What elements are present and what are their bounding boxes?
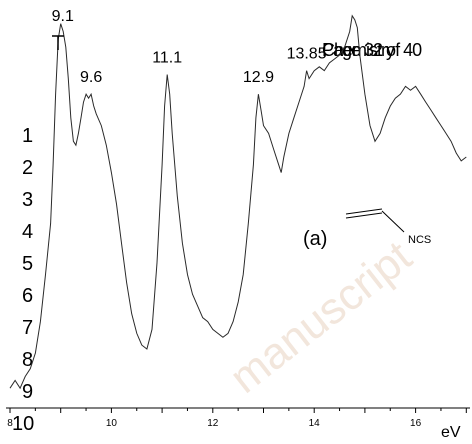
header-page-text: Page 32 of 40 — [322, 40, 422, 60]
x-tick-label: 14 — [309, 418, 321, 429]
line-number: 9 — [22, 381, 33, 403]
peak-label: 11.1 — [152, 50, 182, 67]
peak-label: 9.6 — [80, 69, 102, 86]
line-number: 7 — [22, 317, 33, 339]
x-axis-unit: eV — [441, 424, 461, 441]
line-number: 10 — [12, 413, 34, 435]
line-number: 6 — [22, 285, 33, 307]
spectrum-line — [9, 14, 467, 390]
peak-marker-icon — [52, 35, 64, 50]
x-axis: 8 10 12 14 16 — [6, 407, 470, 429]
molecule-structure-icon — [345, 208, 405, 233]
peak-label: 12.9 — [243, 69, 274, 86]
line-number: 2 — [22, 157, 33, 179]
x-tick-label: 16 — [410, 418, 422, 429]
line-number: 4 — [22, 221, 33, 243]
line-number: 8 — [22, 349, 33, 371]
line-number: 3 — [22, 189, 33, 211]
x-tick-label: 10 — [106, 418, 118, 429]
x-tick-label: 12 — [207, 418, 219, 429]
line-number: 5 — [22, 253, 33, 275]
line-number: 1 — [22, 125, 33, 147]
x-tick-label: 8 — [7, 418, 13, 429]
molecule-group-label: NCS — [408, 234, 431, 246]
watermark-text: manuscript — [221, 232, 421, 403]
peak-label: 13.85 — [287, 46, 327, 63]
peak-label: 9.1 — [52, 8, 74, 25]
peak-labels: 9.1 9.6 11.1 12.9 13.85 — [52, 8, 327, 86]
line-numbers: 1 2 3 4 5 6 7 8 9 10 — [12, 125, 34, 435]
panel-label: (a) — [303, 228, 327, 250]
